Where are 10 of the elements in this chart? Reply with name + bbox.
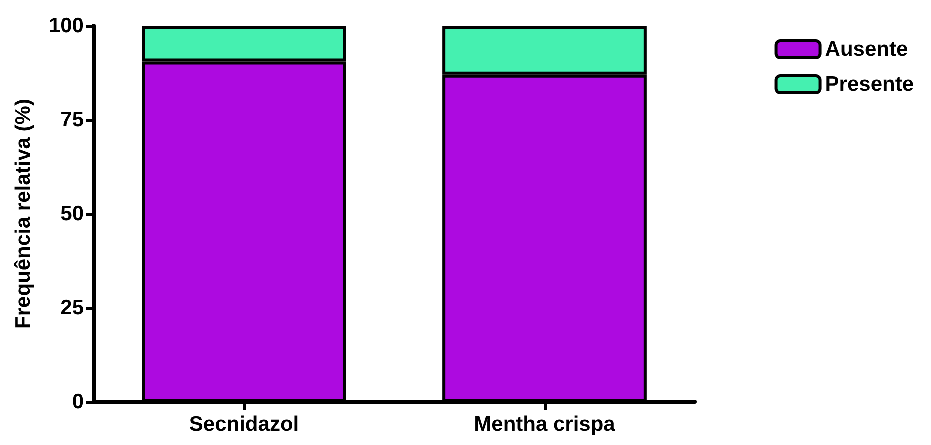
y-tick-label: 75 <box>60 108 84 132</box>
y-tick-label: 25 <box>60 296 84 320</box>
y-tick-label: 100 <box>48 14 84 38</box>
legend-label: Presente <box>825 73 914 96</box>
legend-label: Ausente <box>825 38 908 61</box>
y-tick-label: 50 <box>60 202 84 226</box>
y-tick-label: 0 <box>72 390 84 414</box>
y-axis-title: Frequência relativa (%) <box>12 99 35 329</box>
x-tick-label: Secnidazol <box>189 413 300 436</box>
x-tick-label: Mentha crispa <box>474 413 616 436</box>
